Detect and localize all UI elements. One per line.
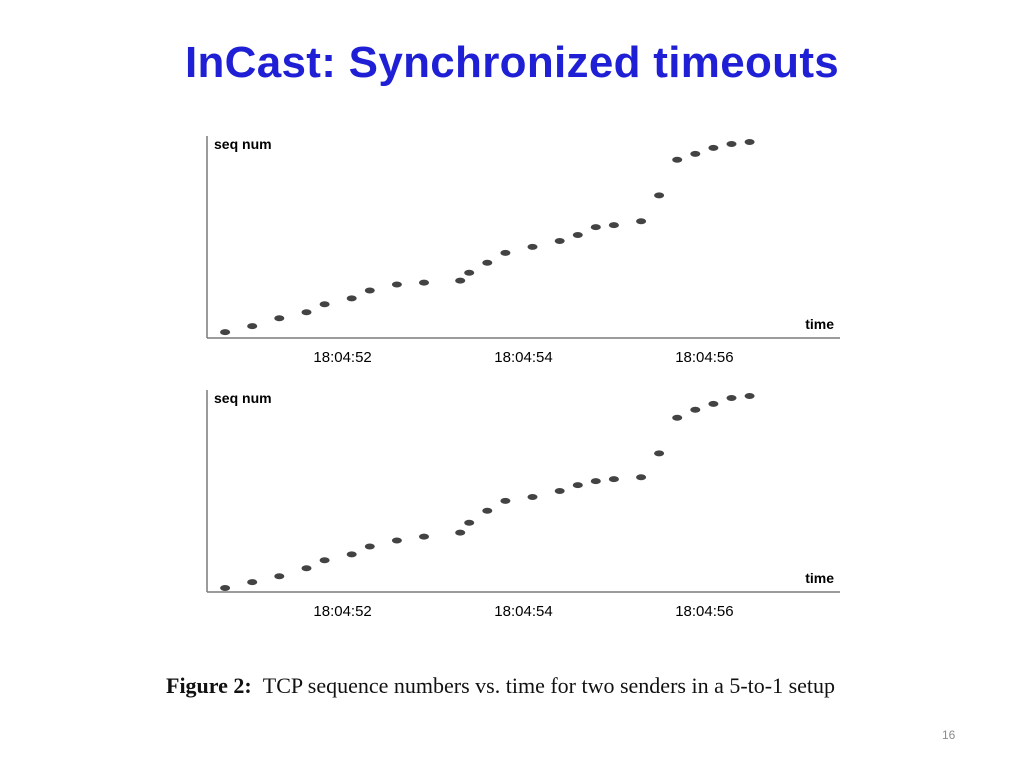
- data-point: [247, 579, 258, 586]
- data-point: [672, 414, 683, 421]
- data-point: [301, 309, 312, 316]
- data-point: [274, 573, 285, 580]
- data-point: [590, 478, 601, 485]
- data-point: [464, 269, 475, 276]
- data-point: [554, 238, 565, 244]
- data-points: [220, 139, 755, 336]
- data-point: [690, 150, 701, 157]
- data-point: [482, 259, 493, 266]
- data-point: [590, 224, 601, 231]
- data-point: [319, 557, 330, 564]
- data-point: [572, 482, 583, 489]
- top-plot-svg: seq num time 18:04:52 18:04:54 18:04:56: [206, 136, 840, 366]
- data-point: [274, 315, 285, 322]
- data-point: [247, 323, 258, 330]
- data-point: [319, 301, 330, 308]
- data-point: [744, 393, 755, 399]
- figure-caption: Figure 2: TCP sequence numbers vs. time …: [166, 670, 896, 701]
- data-point: [708, 400, 719, 407]
- data-point: [220, 585, 231, 591]
- caption-label: Figure 2:: [166, 673, 252, 698]
- data-point: [419, 279, 429, 286]
- bottom-plot: seq num time 18:04:52 18:04:54 18:04:56: [200, 382, 850, 622]
- data-point: [636, 218, 647, 225]
- x-ticks: 18:04:52 18:04:54 18:04:56: [313, 349, 733, 366]
- page-number: 16: [942, 728, 956, 742]
- x-tick-label: 18:04:54: [494, 603, 552, 620]
- data-point: [419, 533, 429, 540]
- data-point: [220, 329, 231, 336]
- data-point: [301, 565, 312, 572]
- x-tick-label: 18:04:52: [313, 603, 371, 620]
- data-point: [391, 537, 402, 544]
- data-point: [364, 543, 375, 550]
- y-axis-label: seq num: [214, 390, 272, 406]
- data-point: [726, 395, 737, 401]
- x-ticks: 18:04:52 18:04:54 18:04:56: [313, 603, 733, 620]
- data-point: [726, 141, 737, 147]
- data-point: [527, 243, 538, 250]
- x-tick-label: 18:04:56: [675, 349, 733, 366]
- data-points: [220, 393, 755, 591]
- caption-text: TCP sequence numbers vs. time for two se…: [262, 673, 836, 698]
- y-axis-label: seq num: [214, 136, 272, 152]
- data-point: [527, 494, 538, 500]
- data-point: [500, 497, 511, 504]
- data-point: [346, 295, 357, 302]
- data-point: [364, 287, 375, 294]
- data-point: [708, 144, 719, 151]
- data-point: [391, 281, 402, 288]
- data-point: [608, 222, 619, 229]
- slide-title: InCast: Synchronized timeouts: [184, 38, 840, 87]
- data-point: [455, 277, 466, 284]
- data-point: [744, 139, 755, 145]
- data-point: [608, 476, 619, 483]
- x-axis-label: time: [805, 316, 834, 332]
- data-point: [690, 406, 701, 413]
- data-point: [455, 529, 466, 536]
- data-point: [654, 450, 665, 457]
- x-tick-label: 18:04:52: [313, 349, 371, 366]
- data-point: [464, 519, 475, 526]
- data-point: [572, 232, 583, 238]
- data-point: [346, 551, 357, 558]
- data-point: [500, 249, 511, 256]
- bottom-plot-svg: seq num time 18:04:52 18:04:54 18:04:56: [206, 390, 840, 620]
- data-point: [654, 192, 665, 199]
- x-tick-label: 18:04:56: [675, 603, 733, 620]
- data-point: [672, 156, 683, 163]
- data-point: [482, 507, 493, 514]
- data-point: [554, 488, 565, 494]
- x-axis-label: time: [805, 570, 834, 586]
- x-tick-label: 18:04:54: [494, 349, 552, 366]
- top-plot: seq num time 18:04:52 18:04:54 18:04:56: [200, 128, 850, 368]
- data-point: [636, 474, 647, 481]
